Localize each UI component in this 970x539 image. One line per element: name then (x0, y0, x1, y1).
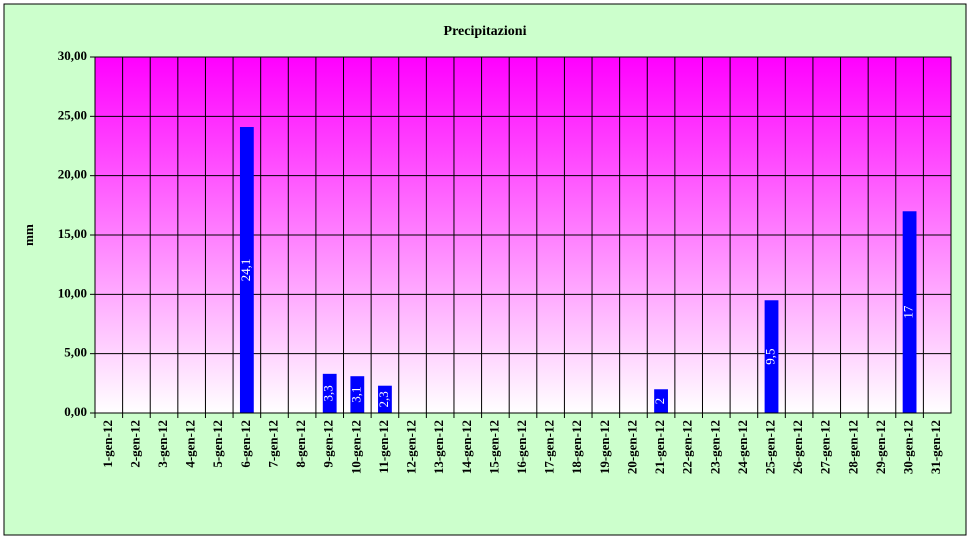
plot-border (94, 56, 952, 414)
data-label: 17 (901, 305, 916, 319)
x-tick-label: 16-gen-12 (514, 420, 529, 474)
x-tick-label: 24-gen-12 (735, 420, 750, 474)
data-label: 24,1 (238, 259, 253, 282)
x-tick-label: 12-gen-12 (404, 420, 419, 474)
x-tick-label: 17-gen-12 (542, 420, 557, 474)
y-tick-label: 15,00 (58, 226, 87, 241)
x-tick-label: 5-gen-12 (210, 420, 225, 468)
x-tick-label: 26-gen-12 (790, 420, 805, 474)
bar (322, 373, 337, 413)
x-tick-label: 3-gen-12 (155, 420, 170, 468)
y-tick-label: 20,00 (58, 167, 87, 182)
x-tick-label: 8-gen-12 (293, 420, 308, 468)
x-tick-label: 20-gen-12 (624, 420, 639, 474)
y-tick-label: 0,00 (64, 404, 87, 419)
x-tick-label: 7-gen-12 (265, 420, 280, 468)
bar (654, 389, 668, 413)
x-tick-label: 18-gen-12 (569, 420, 584, 474)
x-tick-label: 21-gen-12 (652, 420, 667, 474)
y-tick-label: 5,00 (64, 345, 87, 360)
x-tick-label: 4-gen-12 (183, 420, 198, 468)
data-label: 2,3 (376, 391, 391, 407)
x-tick-label: 10-gen-12 (348, 420, 363, 474)
data-label: 3,1 (348, 386, 363, 402)
x-tick-label: 14-gen-12 (459, 420, 474, 474)
x-tick-label: 28-gen-12 (845, 420, 860, 474)
x-tick-label: 27-gen-12 (818, 420, 833, 474)
x-tick-label: 13-gen-12 (431, 420, 446, 474)
x-tick-label: 15-gen-12 (486, 420, 501, 474)
bar (764, 300, 779, 413)
x-tick-label: 30-gen-12 (901, 420, 916, 474)
data-label: 2 (652, 398, 667, 405)
x-tick-label: 23-gen-12 (707, 420, 722, 474)
bar (902, 211, 917, 413)
x-tick-label: 29-gen-12 (873, 420, 888, 474)
y-tick-label: 10,00 (58, 285, 87, 300)
x-tick-label: 6-gen-12 (238, 420, 253, 468)
data-label: 9,5 (763, 349, 778, 365)
bar (239, 127, 254, 413)
x-tick-label: 2-gen-12 (127, 420, 142, 468)
y-axis-label: mm (21, 224, 36, 246)
y-tick-label: 25,00 (58, 107, 87, 122)
x-tick-label: 31-gen-12 (928, 420, 943, 474)
x-tick-label: 22-gen-12 (680, 420, 695, 474)
bar (378, 385, 392, 413)
bar (350, 376, 365, 413)
x-tick-label: 1-gen-12 (100, 420, 115, 468)
x-tick-label: 25-gen-12 (763, 420, 778, 474)
x-tick-label: 9-gen-12 (321, 420, 336, 468)
x-tick-label: 19-gen-12 (597, 420, 612, 474)
x-tick-label: 11-gen-12 (376, 420, 391, 473)
data-label: 3,3 (321, 385, 336, 401)
y-tick-label: 30,00 (58, 48, 87, 63)
chart-title: Precipitazioni (444, 24, 527, 39)
